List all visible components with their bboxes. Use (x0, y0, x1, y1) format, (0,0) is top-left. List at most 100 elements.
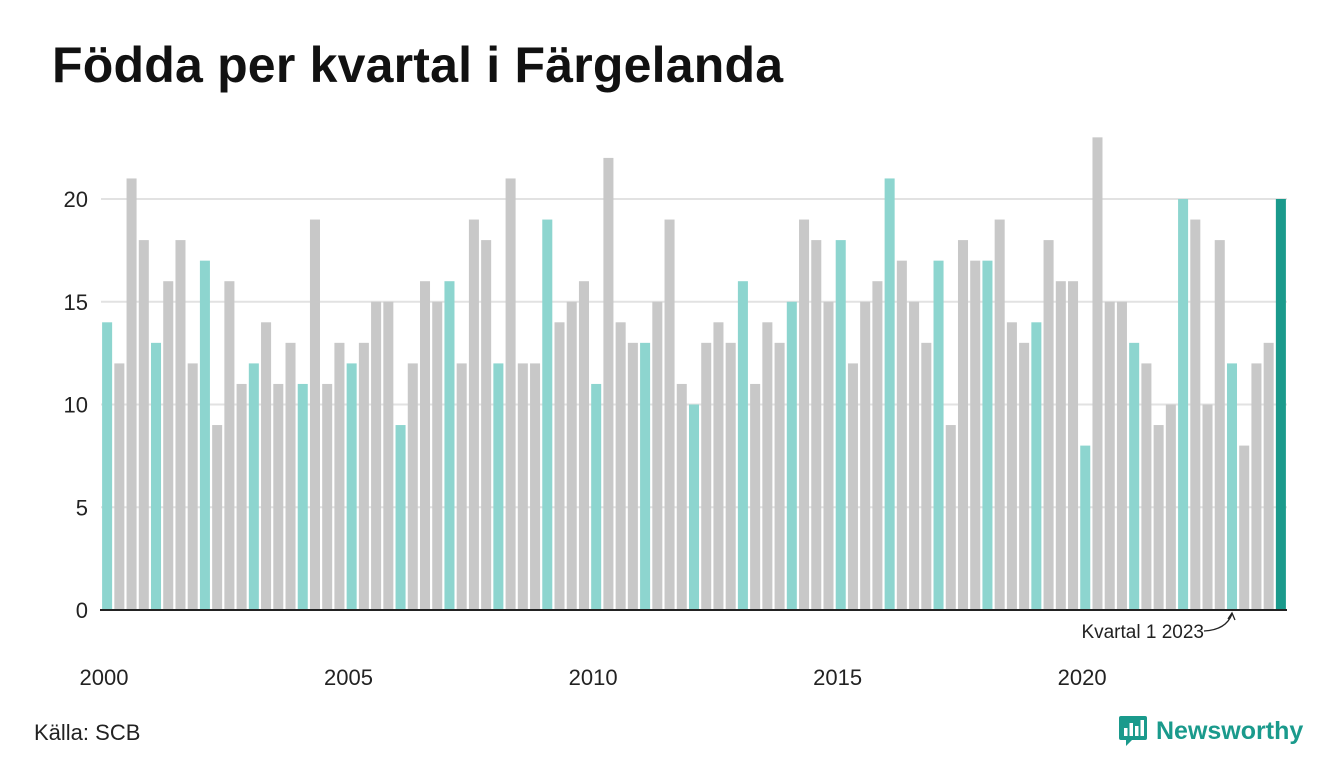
bar (786, 301, 797, 610)
bar (1031, 322, 1042, 610)
bar (652, 301, 663, 610)
bar (725, 342, 736, 610)
bar (102, 322, 113, 610)
bar (505, 178, 516, 610)
bar (517, 363, 528, 610)
bar (957, 240, 969, 610)
bar (273, 383, 284, 610)
brand-name: Newsworthy (1156, 716, 1304, 745)
bar (1178, 199, 1189, 610)
bar (1239, 445, 1250, 610)
bar (676, 383, 687, 610)
bar (1129, 342, 1140, 610)
bar (1116, 301, 1127, 610)
bar (1165, 404, 1176, 610)
bar (1006, 322, 1017, 610)
bar (322, 383, 333, 610)
bar (407, 363, 418, 610)
bar (847, 363, 858, 610)
source-note: Källa: SCB (34, 720, 141, 745)
bar (530, 363, 541, 610)
bar (334, 342, 345, 610)
y-tick-label: 10 (64, 393, 88, 418)
y-tick-label: 15 (64, 290, 88, 315)
bar (383, 301, 394, 610)
newsworthy-logo-icon (1119, 716, 1147, 746)
bar (163, 281, 174, 610)
bar (1080, 445, 1091, 610)
annotation: Kvartal 1 2023 (1081, 611, 1236, 643)
bar (933, 260, 944, 610)
bar (627, 342, 638, 610)
bar (309, 219, 320, 611)
bar (603, 157, 614, 610)
bar (799, 219, 810, 611)
bar (994, 219, 1005, 611)
bar (420, 281, 431, 610)
bar (358, 342, 369, 610)
bar (468, 219, 479, 611)
x-tick-label: 2005 (324, 665, 373, 690)
bar (909, 301, 920, 610)
bar (175, 240, 186, 610)
bar (1104, 301, 1115, 610)
bar (395, 425, 406, 610)
bar (1275, 199, 1286, 610)
bar (261, 322, 272, 610)
bar (114, 363, 125, 610)
brand-logo: Newsworthy (1118, 714, 1303, 748)
bar (1190, 219, 1201, 611)
bars (102, 137, 1286, 611)
bar (187, 363, 198, 610)
bar (1263, 342, 1274, 610)
bar (151, 342, 162, 610)
bar (640, 342, 651, 610)
bar (970, 260, 981, 610)
x-tick-label: 2010 (569, 665, 618, 690)
bar (1141, 363, 1152, 610)
bar (835, 240, 846, 610)
bar (823, 301, 834, 610)
bar (224, 281, 235, 610)
bar (945, 425, 956, 610)
bar (126, 178, 137, 610)
bar (346, 363, 357, 610)
y-tick-label: 0 (76, 598, 88, 623)
bar (199, 260, 210, 610)
bar (493, 363, 504, 610)
bar (432, 301, 443, 610)
bar (1251, 363, 1262, 610)
bar (774, 342, 785, 610)
bar (884, 178, 895, 610)
bar (444, 281, 455, 610)
bar (1055, 281, 1066, 610)
bar (1068, 281, 1079, 610)
bar (236, 383, 247, 610)
x-tick-label: 2015 (813, 665, 862, 690)
x-tick-label: 2000 (80, 665, 129, 690)
bar (138, 240, 149, 610)
bar (982, 260, 993, 610)
bar (212, 425, 223, 610)
bar (481, 240, 492, 610)
bar (578, 281, 589, 610)
y-tick-label: 20 (64, 187, 88, 212)
bar (1214, 240, 1225, 610)
annotation-arrowhead (1227, 611, 1236, 621)
bar (664, 219, 675, 611)
bar (1202, 404, 1213, 610)
bar (872, 281, 883, 610)
annotation-arrow (1203, 613, 1233, 632)
bar (860, 301, 871, 610)
bar (615, 322, 626, 610)
x-axis-ticks: 2000 2005 2010 2015 2020 (80, 665, 1107, 690)
y-tick-label: 5 (76, 495, 88, 520)
bar (750, 383, 761, 610)
bar (1226, 363, 1237, 610)
bar (921, 342, 932, 610)
bar (285, 342, 296, 610)
bar (566, 301, 577, 610)
bar (456, 363, 467, 610)
bar (1019, 342, 1030, 610)
